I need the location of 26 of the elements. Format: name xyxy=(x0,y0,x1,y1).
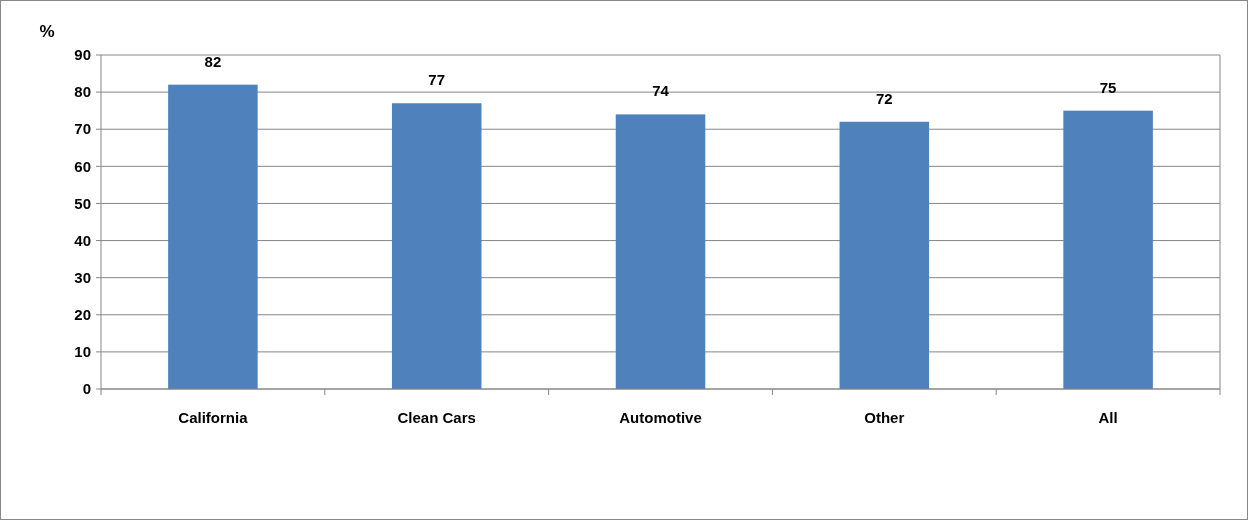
bar xyxy=(168,84,258,389)
bar xyxy=(839,121,930,389)
x-tick-label: Clean Cars xyxy=(397,409,476,426)
y-tick-label: 30 xyxy=(74,268,91,286)
y-axis-title: % xyxy=(39,22,55,41)
bar xyxy=(615,114,706,389)
y-tick-label: 50 xyxy=(74,194,91,212)
y-tick-label: 70 xyxy=(74,120,91,138)
bar xyxy=(1063,110,1153,389)
data-label: 75 xyxy=(1099,78,1117,96)
x-tick-label: Other xyxy=(864,409,905,426)
y-tick-label: 0 xyxy=(82,380,91,398)
x-tick-label: California xyxy=(178,409,249,426)
y-tick-label: 10 xyxy=(74,343,91,361)
y-tick-label: 20 xyxy=(74,306,91,324)
data-label: 82 xyxy=(204,52,222,70)
data-label: 72 xyxy=(875,89,893,107)
bar xyxy=(391,103,482,389)
data-label: 74 xyxy=(652,82,670,100)
y-tick-label: 80 xyxy=(74,83,91,101)
y-tick-label: 90 xyxy=(74,46,91,64)
y-tick-label: 40 xyxy=(74,231,91,249)
data-label: 77 xyxy=(428,71,446,89)
x-tick-label: Automotive xyxy=(619,409,702,426)
x-tick-label: All xyxy=(1098,409,1118,426)
y-tick-label: 60 xyxy=(74,157,91,175)
